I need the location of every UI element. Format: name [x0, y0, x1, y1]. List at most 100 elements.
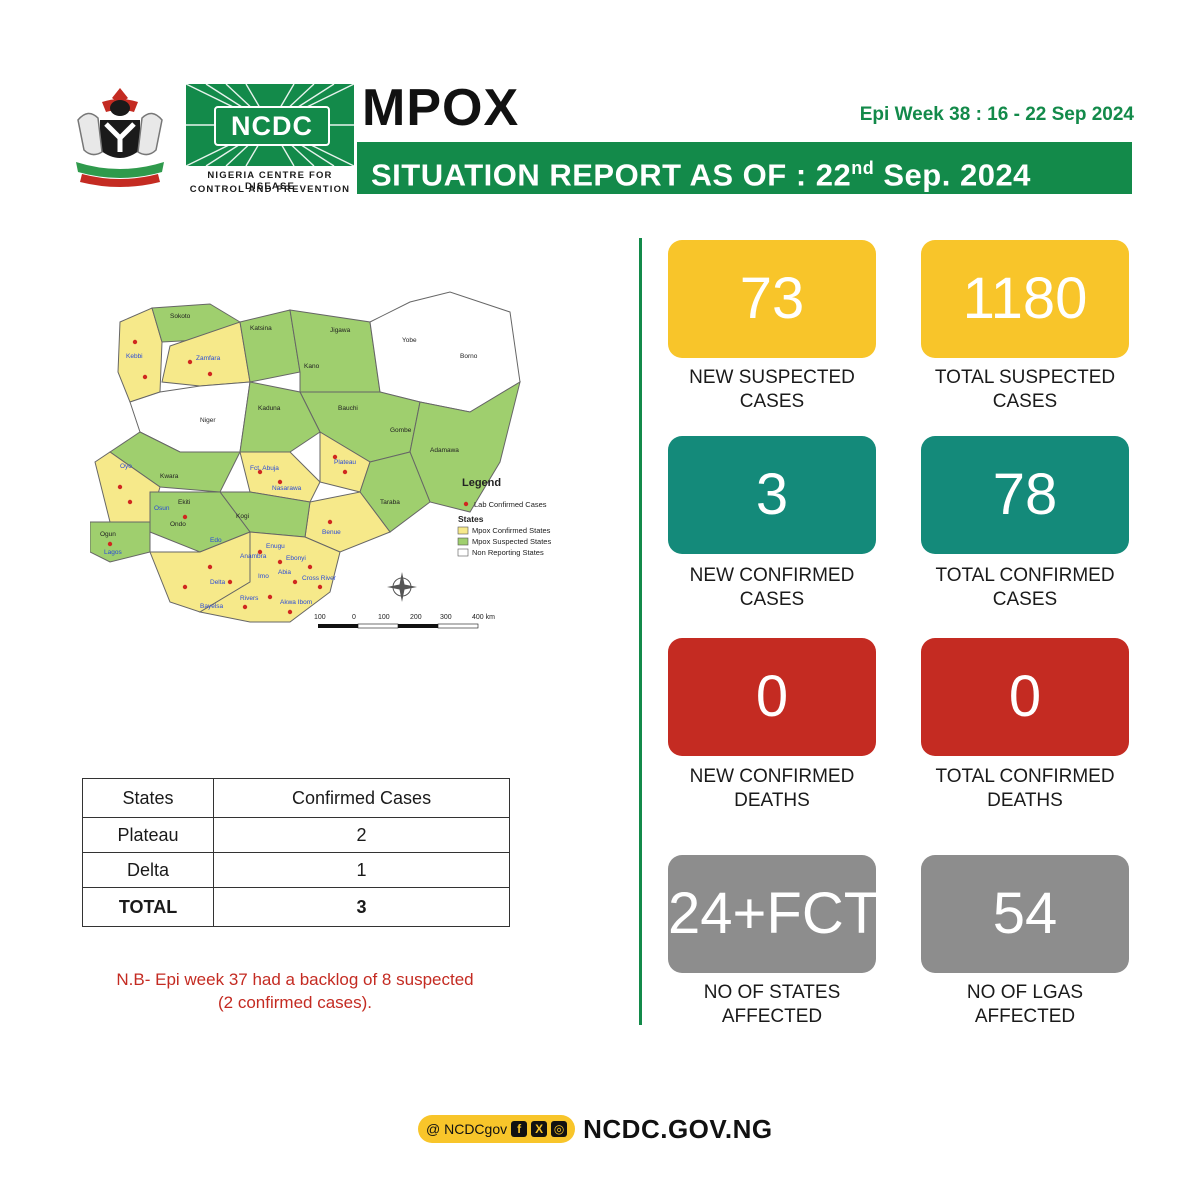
state-label: Edo [210, 537, 222, 544]
card-lgas-affected: 54 [921, 855, 1129, 973]
card-total-confirmed-label: TOTAL CONFIRMED CASES [935, 565, 1115, 610]
epi-week: Epi Week 38 : 16 - 22 Sep 2024 [859, 104, 1134, 125]
state-label: Kebbi [126, 353, 143, 360]
social-handle-pill[interactable]: @ NCDCgov f X ◎ [418, 1115, 576, 1143]
map-region-taraba [359, 451, 431, 533]
x-icon[interactable]: X [531, 1121, 548, 1137]
legend-point-label: Lab Confirmed Cases [474, 500, 547, 509]
map-region-ogun-lagos [90, 521, 151, 563]
note-line: N.B- Epi week 37 had a backlog of 8 susp… [116, 970, 474, 989]
card-total-suspected: 1180 [921, 240, 1129, 358]
card-new-suspected: 73 [668, 240, 876, 358]
state-label: Sokoto [170, 313, 191, 320]
north-arrow-icon [387, 572, 417, 602]
card-new-confirmed-label: NEW CONFIRMED CASES [689, 565, 855, 610]
state-label: Bauchi [338, 405, 358, 412]
state-label: Delta [210, 579, 226, 586]
report-banner: SITUATION REPORT AS OF : 22nd Sep. 2024 [357, 142, 1132, 194]
table-cell: 1 [213, 852, 510, 888]
table-cell: 3 [213, 887, 510, 927]
state-label: Adamawa [430, 447, 459, 454]
state-label: Jigawa [330, 327, 351, 334]
coat-of-arms-logo [76, 88, 164, 187]
map-region-katsina [239, 309, 301, 383]
ncdc-logo-mark: NCDC [186, 84, 354, 166]
state-label: Benue [322, 529, 341, 536]
social-handle: @ NCDCgov [426, 1121, 508, 1137]
website-link[interactable]: NCDC.GOV.NG [583, 1113, 773, 1144]
scale-label: 400 km [472, 614, 495, 621]
map-region-fct-nasarawa [239, 451, 321, 503]
state-label: Yobe [402, 337, 417, 344]
state-label: Fct, Abuja [250, 465, 279, 472]
legend-confirmed-label: Mpox Confirmed States [472, 526, 551, 535]
ncdc-logo: NCDC NIGERIA CENTRE FOR DISEASE CONTROL … [186, 84, 354, 198]
state-label: Gombe [390, 427, 412, 434]
note-line: (2 confirmed cases). [218, 993, 372, 1012]
state-label: Katsina [250, 325, 272, 332]
table-cell: TOTAL [81, 887, 215, 927]
state-label: Akwa Ibom [280, 599, 312, 606]
card-new-deaths-label: NEW CONFIRMED DEATHS [689, 766, 855, 811]
scale-label: 200 [410, 614, 422, 621]
state-label: Nasarawa [272, 485, 302, 492]
scale-bar: 100 0 100 200 300 400 km [314, 614, 495, 629]
card-states-affected: 24+FCT [668, 855, 879, 973]
state-label: Cross River [302, 575, 337, 582]
card-new-deaths: 0 [668, 638, 876, 756]
legend-states-title: States [458, 514, 484, 524]
state-label: Niger [200, 417, 216, 424]
facebook-icon[interactable]: f [511, 1121, 528, 1137]
state-label: Kaduna [258, 405, 281, 412]
card-states-affected-label: NO OF STATES AFFECTED [703, 982, 841, 1027]
map-region-yobe-borno [369, 291, 521, 413]
table-cell: Delta [81, 852, 215, 888]
card-new-suspected-label: NEW SUSPECTED CASES [689, 367, 855, 412]
card-new-confirmed: 3 [668, 436, 876, 554]
state-label: Ogun [100, 531, 116, 538]
card-lgas-affected-label: NO OF LGAs AFFECTED [966, 982, 1084, 1027]
state-labels-confirmed: Kebbi Zamfara Fct, Abuja Nasarawa Platea… [104, 353, 356, 610]
state-label: Rivers [240, 595, 259, 602]
map-region-southeast [198, 531, 341, 623]
scale-label: 100 [314, 614, 326, 621]
card-total-deaths-label: TOTAL CONFIRMED DEATHS [935, 766, 1115, 811]
state-label: Oyo [120, 463, 132, 470]
state-label: Kwara [160, 473, 179, 480]
scale-label: 100 [378, 614, 390, 621]
banner-prefix: SITUATION REPORT AS OF : 22 [371, 157, 852, 193]
state-labels-other: Sokoto Katsina Jigawa Kano Kaduna Bauchi… [100, 313, 478, 538]
state-label: Ondo [170, 521, 186, 528]
table-header-row: States Confirmed Cases [81, 778, 510, 818]
state-label: Anambra [240, 553, 267, 560]
state-label: Borno [460, 353, 478, 360]
state-label: Osun [154, 505, 170, 512]
table-header: Confirmed Cases [213, 778, 510, 818]
state-label: Ekiti [178, 499, 190, 506]
page-title: MPOX [362, 79, 520, 137]
card-total-suspected-label: TOTAL SUSPECTED CASES [934, 367, 1116, 412]
vertical-divider [639, 238, 642, 1025]
table-row: Delta 1 [81, 852, 510, 888]
state-label: Ebonyi [286, 555, 306, 562]
scale-label: 0 [352, 614, 356, 621]
ncdc-logo-text: NCDC [214, 106, 330, 146]
scale-label: 300 [440, 614, 452, 621]
legend-nonreporting-label: Non Reporting States [472, 548, 544, 557]
ncdc-logo-subtitle-1: NIGERIA CENTRE FOR DISEASE [207, 170, 333, 192]
map-region-kano-jigawa [289, 309, 381, 393]
table-cell: 2 [213, 817, 510, 853]
table-header: States [81, 778, 215, 818]
state-label: Bayelsa [200, 603, 224, 610]
state-label: Imo [258, 573, 269, 580]
card-total-confirmed: 78 [921, 436, 1129, 554]
state-label: Plateau [334, 459, 356, 466]
backlog-note: N.B- Epi week 37 had a backlog of 8 susp… [0, 968, 590, 1014]
nigeria-map: Legend Lab Confirmed Cases States Mpox C… [90, 291, 551, 629]
banner-suffix: Sep. 2024 [874, 157, 1031, 193]
state-label: Enugu [266, 543, 285, 550]
confirmed-cases-table: States Confirmed Cases Plateau 2 Delta 1… [81, 778, 510, 927]
table-total-row: TOTAL 3 [81, 887, 510, 927]
footer: @ NCDCgov f X ◎ NCDC.GOV.NG [418, 1114, 773, 1144]
instagram-icon[interactable]: ◎ [551, 1121, 568, 1137]
